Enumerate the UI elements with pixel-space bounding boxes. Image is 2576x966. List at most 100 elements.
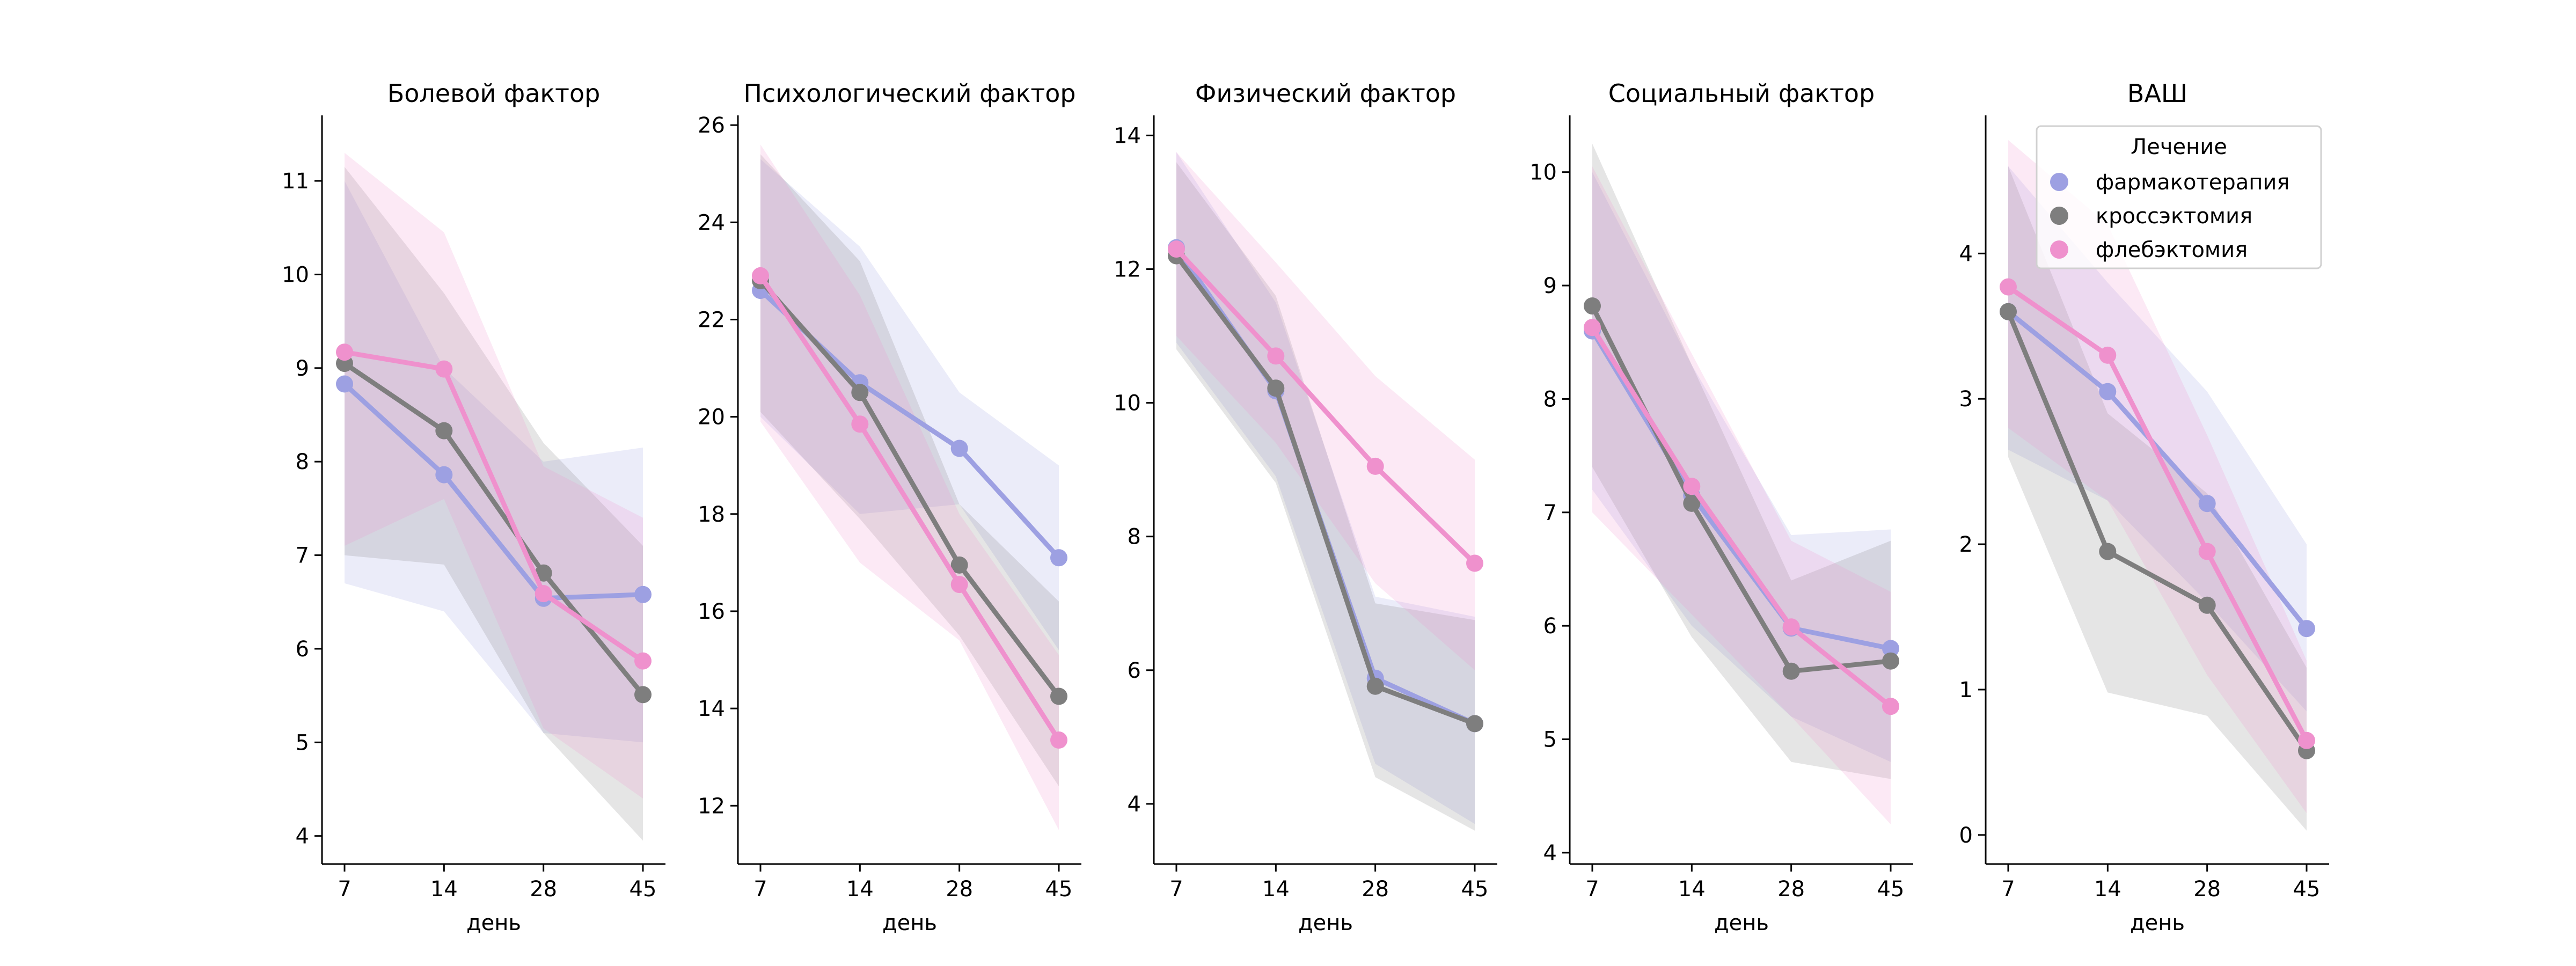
data-point-кроссэктомия-28: [950, 556, 968, 574]
series-line-флебэктомия: [1174, 246, 1477, 566]
data-point-флебэктомия-14: [851, 415, 869, 433]
data-point-флебэктомия-45: [1050, 731, 1067, 749]
ci-band-фармакотерапия: [1176, 152, 1475, 824]
x-tick-label: 45: [1461, 877, 1489, 902]
y-tick-label: 8: [1128, 525, 1141, 550]
series-line-флебэктомия: [2006, 284, 2309, 743]
x-axis-label: день: [2130, 911, 2185, 935]
y-tick-label: 6: [1128, 658, 1141, 683]
y-tick-label: 4: [296, 824, 309, 849]
y-tick-label: 10: [1114, 391, 1141, 416]
data-point-кроссэктомия-28: [2198, 596, 2216, 614]
data-point-кроссэктомия-14: [851, 384, 869, 401]
data-point-фармакотерапия-14: [435, 466, 453, 484]
data-point-флебэктомия-14: [2099, 346, 2117, 364]
legend-box: [2036, 125, 2322, 269]
y-tick-label: 20: [698, 405, 725, 430]
x-tick-label: 7: [1585, 877, 1599, 902]
y-tick-label: 9: [296, 356, 309, 381]
y-tick-label: 9: [1543, 274, 1557, 298]
series-line-фармакотерапия: [342, 382, 646, 601]
x-tick-label: 45: [630, 877, 657, 902]
series-line-кроссэктомия: [2006, 309, 2309, 753]
x-tick-label: 7: [1169, 877, 1183, 902]
x-axis-label: день: [1298, 911, 1353, 935]
ci-band-фармакотерапия: [1592, 172, 1891, 762]
ci-band-кроссэктомия: [1592, 143, 1891, 779]
data-point-флебэктомия-14: [435, 360, 453, 378]
legend-title: Лечение: [2131, 135, 2227, 159]
data-point-фармакотерапия-45: [1050, 549, 1067, 567]
data-point-флебэктомия-7: [1584, 319, 1601, 336]
y-tick-label: 11: [282, 169, 309, 194]
y-tick-label: 26: [698, 113, 725, 138]
y-tick-label: 12: [1114, 257, 1141, 282]
legend-marker-флебэктомия: [2050, 240, 2068, 259]
x-tick-label: 45: [1045, 877, 1073, 902]
x-tick-label: 7: [2001, 877, 2015, 902]
data-point-флебэктомия-28: [1366, 457, 1384, 475]
data-point-кроссэктомия-28: [535, 564, 552, 582]
legend-label: кроссэктомия: [2096, 204, 2252, 229]
y-tick-label: 5: [1543, 728, 1557, 752]
data-point-фармакотерапия-45: [2298, 620, 2315, 638]
ci-band-кроссэктомия: [760, 154, 1059, 787]
legend-label: фармакотерапия: [2096, 170, 2289, 195]
y-tick-label: 0: [1959, 823, 1973, 848]
data-point-флебэктомия-28: [2198, 543, 2216, 560]
data-point-флебэктомия-45: [2298, 731, 2315, 749]
ci-band-фармакотерапия: [2008, 166, 2307, 712]
data-point-кроссэктомия-45: [1050, 687, 1067, 705]
y-tick-label: 7: [1543, 501, 1557, 525]
data-point-фармакотерапия-14: [2099, 383, 2117, 400]
series-line-фармакотерапия: [1590, 328, 1893, 651]
x-tick-label: 7: [753, 877, 767, 902]
x-tick-label: 28: [1777, 877, 1805, 902]
ci-band-кроссэктомия: [2008, 166, 2307, 831]
legend: Лечение фармакотерапия кроссэктомия флебэкт…: [2036, 125, 2322, 269]
panel-title: ВАШ: [2127, 79, 2187, 108]
y-tick-label: 3: [1959, 387, 1973, 412]
data-point-кроссэктомия-45: [1466, 715, 1483, 733]
panel-title: Психологический фактор: [743, 79, 1075, 108]
series-line-флебэктомия: [1590, 325, 1893, 709]
data-point-кроссэктомия-45: [1882, 652, 1899, 670]
y-tick-label: 7: [296, 544, 309, 568]
x-tick-label: 7: [338, 877, 351, 902]
x-tick-label: 14: [430, 877, 458, 902]
x-tick-label: 45: [1877, 877, 1905, 902]
series-line-кроссэктомия: [1174, 253, 1477, 726]
data-point-кроссэктомия-14: [1267, 379, 1285, 397]
y-tick-label: 10: [282, 262, 309, 287]
y-tick-label: 8: [296, 450, 309, 474]
data-point-флебэктомия-7: [2000, 278, 2017, 296]
data-point-фармакотерапия-28: [2198, 495, 2216, 513]
data-point-флебэктомия-14: [1267, 347, 1285, 365]
y-tick-label: 14: [1114, 123, 1141, 148]
series-line-кроссэктомия: [758, 278, 1062, 699]
ci-band-флебэктомия: [1592, 166, 1891, 825]
y-tick-label: 22: [698, 308, 725, 332]
x-tick-label: 14: [2094, 877, 2121, 902]
y-tick-label: 1: [1959, 678, 1973, 702]
panel-3: 4 6 8 10 12 14 7 14 28 45 Физический фактор день: [1114, 79, 1497, 935]
series-line-флебэктомия: [758, 273, 1062, 743]
y-tick-label: 14: [698, 697, 725, 721]
data-point-флебэктомия-45: [634, 652, 652, 670]
data-point-кроссэктомия-14: [2099, 543, 2117, 560]
data-point-флебэктомия-7: [752, 267, 769, 284]
panel-5: 0 1 2 3 4 7 14 28 45 ВАШ день: [1959, 79, 2329, 935]
x-tick-label: 14: [1262, 877, 1290, 902]
x-tick-label: 14: [1678, 877, 1706, 902]
x-tick-label: 28: [530, 877, 557, 902]
panel-title: Физический фактор: [1195, 79, 1456, 108]
data-point-кроссэктомия-14: [1683, 494, 1701, 512]
data-point-кроссэктомия-7: [2000, 303, 2017, 320]
data-point-фармакотерапия-45: [1882, 640, 1899, 657]
y-tick-label: 10: [1529, 160, 1557, 185]
y-tick-label: 6: [296, 637, 309, 662]
x-tick-label: 14: [846, 877, 874, 902]
legend-marker-кроссэктомия: [2050, 207, 2068, 225]
